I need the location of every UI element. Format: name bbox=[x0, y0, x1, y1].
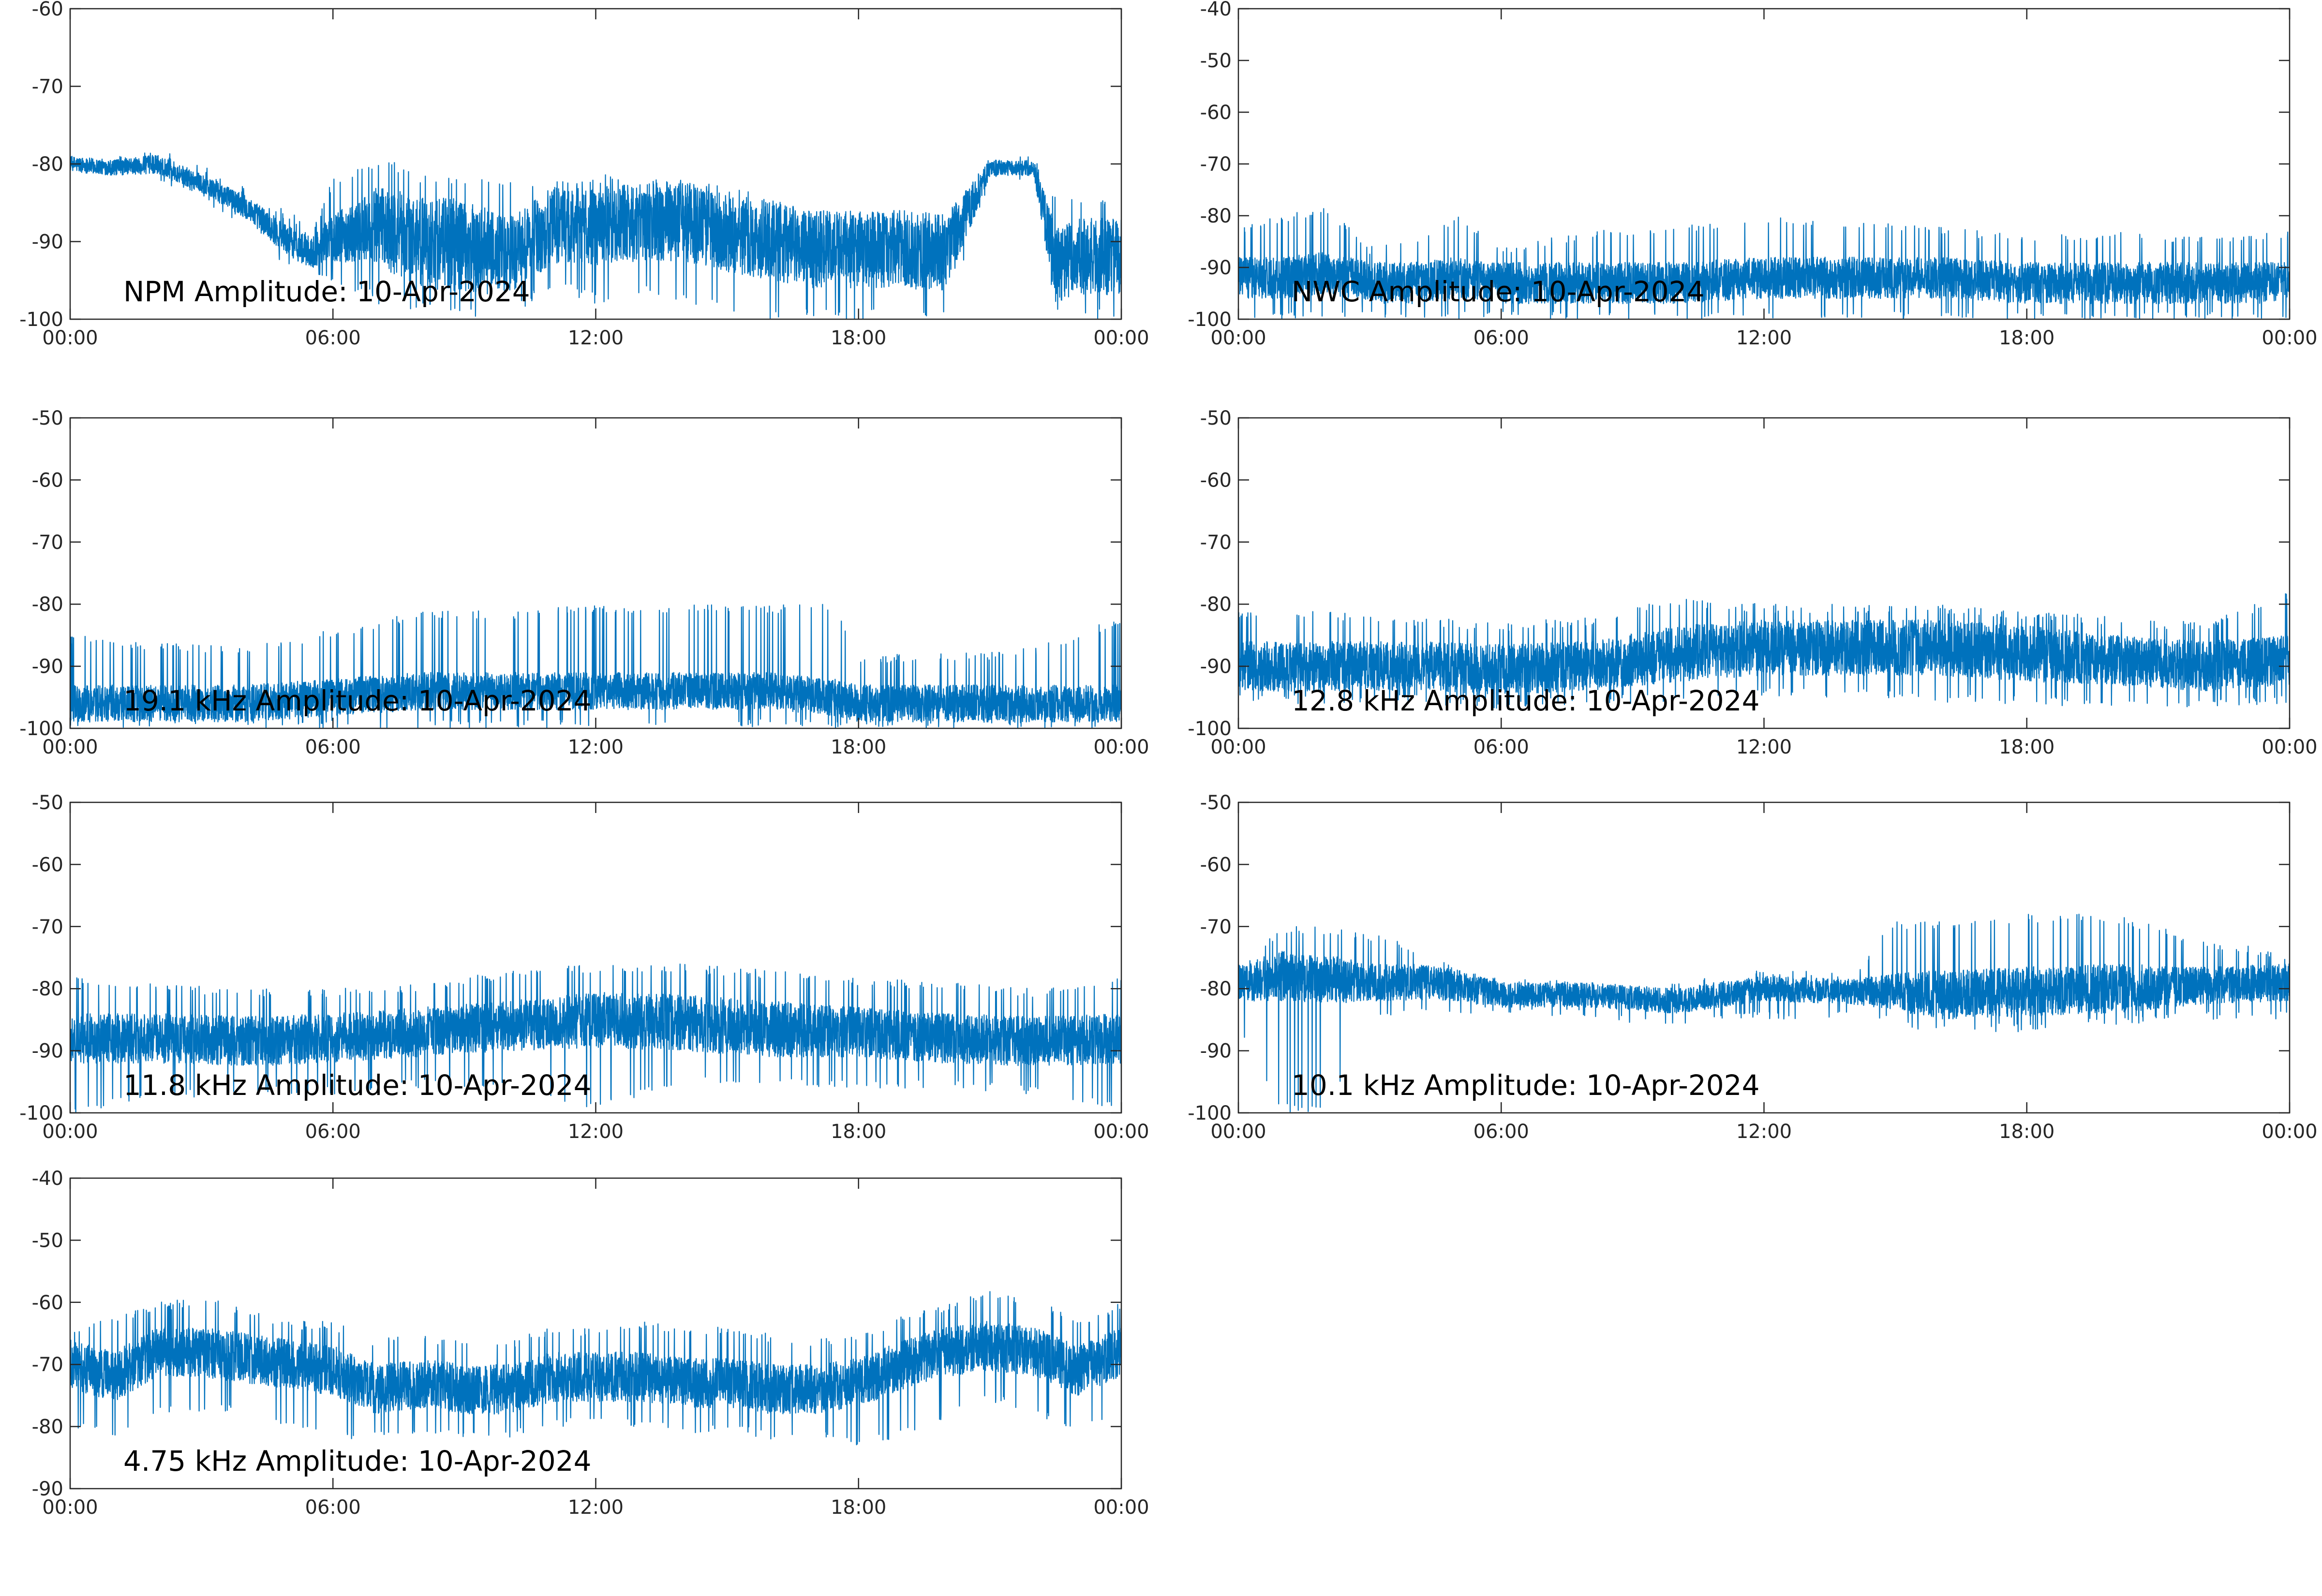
chart-panel-5: 00:00 06:00 12:00 18:00 00:00 -50 -60 -70 -80 -90… bbox=[19, 792, 1149, 1143]
x-tick-label: 12:00 bbox=[1736, 327, 1792, 349]
y-tick-label: -70 bbox=[32, 916, 63, 938]
x-tick-label: 18:00 bbox=[831, 1496, 886, 1519]
series-trace bbox=[1238, 914, 2290, 1112]
y-tick-label: -70 bbox=[1200, 153, 1232, 176]
x-tick-label: 00:00 bbox=[2262, 736, 2317, 758]
y-tick-label: -60 bbox=[1200, 854, 1232, 876]
x-tick-label: 06:00 bbox=[1474, 736, 1529, 758]
y-tick-label: -50 bbox=[32, 1229, 63, 1252]
x-tick-label: 00:00 bbox=[1210, 736, 1266, 758]
chart-panel-2: 00:00 06:00 12:00 18:00 00:00 -40 -50 -60 -70 -80… bbox=[1188, 0, 2317, 349]
chart-panel-3: 00:00 06:00 12:00 18:00 00:00 -50 -60 -70 -80 -90… bbox=[19, 407, 1149, 758]
y-tick-label: -50 bbox=[1200, 50, 1232, 72]
y-tick-label: -100 bbox=[19, 309, 63, 331]
x-tick-label: 18:00 bbox=[1999, 327, 2054, 349]
x-tick-label: 00:00 bbox=[2262, 1121, 2317, 1143]
y-tick-label: -40 bbox=[32, 1167, 63, 1190]
x-tick-label: 00:00 bbox=[1093, 327, 1149, 349]
x-tick-label: 06:00 bbox=[305, 1121, 361, 1143]
chart-panel-6: 00:00 06:00 12:00 18:00 00:00 -50 -60 -70 -80 -90… bbox=[1188, 792, 2317, 1143]
x-tick-label: 12:00 bbox=[1736, 1121, 1792, 1143]
x-tick-label: 12:00 bbox=[568, 1121, 624, 1143]
x-tick-label: 18:00 bbox=[831, 1121, 886, 1143]
x-tick-label: 18:00 bbox=[831, 736, 886, 758]
y-tick-label: -60 bbox=[1200, 102, 1232, 124]
y-tick-label: -80 bbox=[32, 978, 63, 1000]
x-tick-label: 06:00 bbox=[305, 327, 361, 349]
series-trace bbox=[70, 1291, 1121, 1446]
x-tick-label: 00:00 bbox=[42, 1496, 98, 1519]
y-tick-label: -60 bbox=[32, 0, 63, 20]
chart-title: 12.8 kHz Amplitude: 10-Apr-2024 bbox=[1292, 684, 1759, 717]
y-tick-label: -100 bbox=[19, 1102, 63, 1124]
chart-title: 4.75 kHz Amplitude: 10-Apr-2024 bbox=[123, 1445, 591, 1478]
x-tick-label: 18:00 bbox=[831, 327, 886, 349]
y-tick-label: -80 bbox=[32, 1416, 63, 1438]
x-tick-label: 00:00 bbox=[42, 736, 98, 758]
x-tick-label: 00:00 bbox=[42, 1121, 98, 1143]
x-tick-label: 00:00 bbox=[42, 327, 98, 349]
y-tick-label: -100 bbox=[1188, 309, 1232, 331]
y-tick-label: -80 bbox=[32, 153, 63, 176]
x-tick-label: 06:00 bbox=[1474, 327, 1529, 349]
y-tick-label: -80 bbox=[1200, 205, 1232, 227]
y-tick-label: -90 bbox=[32, 231, 63, 253]
y-tick-label: -50 bbox=[1200, 792, 1232, 814]
chart-panel-1: 00:00 06:00 12:00 18:00 00:00 -60 -70 -80 -90 -10… bbox=[19, 0, 1149, 349]
x-tick-label: 00:00 bbox=[1210, 327, 1266, 349]
x-tick-label: 00:00 bbox=[2262, 327, 2317, 349]
y-tick-label: -100 bbox=[19, 718, 63, 740]
x-tick-label: 00:00 bbox=[1210, 1121, 1266, 1143]
y-tick-label: -70 bbox=[32, 532, 63, 554]
series-trace bbox=[70, 604, 1121, 728]
y-tick-label: -100 bbox=[1188, 1102, 1232, 1124]
x-tick-label: 18:00 bbox=[1999, 1121, 2054, 1143]
y-tick-label: -60 bbox=[32, 1292, 63, 1314]
y-tick-label: -80 bbox=[1200, 593, 1232, 616]
series-trace bbox=[1238, 208, 2290, 319]
series-trace bbox=[70, 963, 1121, 1113]
chart-title: 11.8 kHz Amplitude: 10-Apr-2024 bbox=[123, 1069, 591, 1102]
y-tick-label: -90 bbox=[1200, 257, 1232, 279]
y-tick-label: -70 bbox=[32, 76, 63, 98]
x-tick-label: 00:00 bbox=[1093, 1496, 1149, 1519]
y-tick-label: -70 bbox=[1200, 916, 1232, 938]
y-tick-label: -40 bbox=[1200, 0, 1232, 20]
x-tick-label: 00:00 bbox=[1093, 1121, 1149, 1143]
x-tick-label: 06:00 bbox=[1474, 1121, 1529, 1143]
y-tick-label: -80 bbox=[1200, 978, 1232, 1000]
chart-panel-7: 00:00 06:00 12:00 18:00 00:00 -40 -50 -60 -70 -80… bbox=[32, 1167, 1149, 1519]
chart-title: 10.1 kHz Amplitude: 10-Apr-2024 bbox=[1292, 1069, 1759, 1102]
y-tick-label: -50 bbox=[32, 792, 63, 814]
y-tick-label: -50 bbox=[32, 407, 63, 429]
chart-panel-4: 00:00 06:00 12:00 18:00 00:00 -50 -60 -70 -80 -90… bbox=[1188, 407, 2317, 758]
y-tick-label: -90 bbox=[1200, 1040, 1232, 1063]
x-tick-label: 12:00 bbox=[1736, 736, 1792, 758]
x-tick-label: 12:00 bbox=[568, 327, 624, 349]
y-tick-label: -100 bbox=[1188, 718, 1232, 740]
y-tick-label: -60 bbox=[1200, 469, 1232, 491]
y-tick-label: -60 bbox=[32, 854, 63, 876]
x-tick-label: 06:00 bbox=[305, 736, 361, 758]
x-tick-label: 00:00 bbox=[1093, 736, 1149, 758]
series-trace bbox=[70, 152, 1121, 319]
chart-title: NPM Amplitude: 10-Apr-2024 bbox=[123, 275, 530, 308]
y-tick-label: -90 bbox=[1200, 656, 1232, 678]
x-tick-label: 18:00 bbox=[1999, 736, 2054, 758]
chart-title: NWC Amplitude: 10-Apr-2024 bbox=[1292, 275, 1705, 308]
y-tick-label: -80 bbox=[32, 593, 63, 616]
x-tick-label: 12:00 bbox=[568, 736, 624, 758]
y-tick-label: -70 bbox=[1200, 532, 1232, 554]
y-tick-label: -60 bbox=[32, 469, 63, 491]
chart-title: 19.1 kHz Amplitude: 10-Apr-2024 bbox=[123, 684, 591, 717]
series-trace bbox=[1238, 593, 2290, 709]
y-tick-label: -90 bbox=[32, 656, 63, 678]
y-tick-label: -70 bbox=[32, 1354, 63, 1376]
x-tick-label: 12:00 bbox=[568, 1496, 624, 1519]
x-tick-label: 06:00 bbox=[305, 1496, 361, 1519]
y-tick-label: -50 bbox=[1200, 407, 1232, 429]
y-tick-label: -90 bbox=[32, 1478, 63, 1500]
y-tick-label: -90 bbox=[32, 1040, 63, 1063]
